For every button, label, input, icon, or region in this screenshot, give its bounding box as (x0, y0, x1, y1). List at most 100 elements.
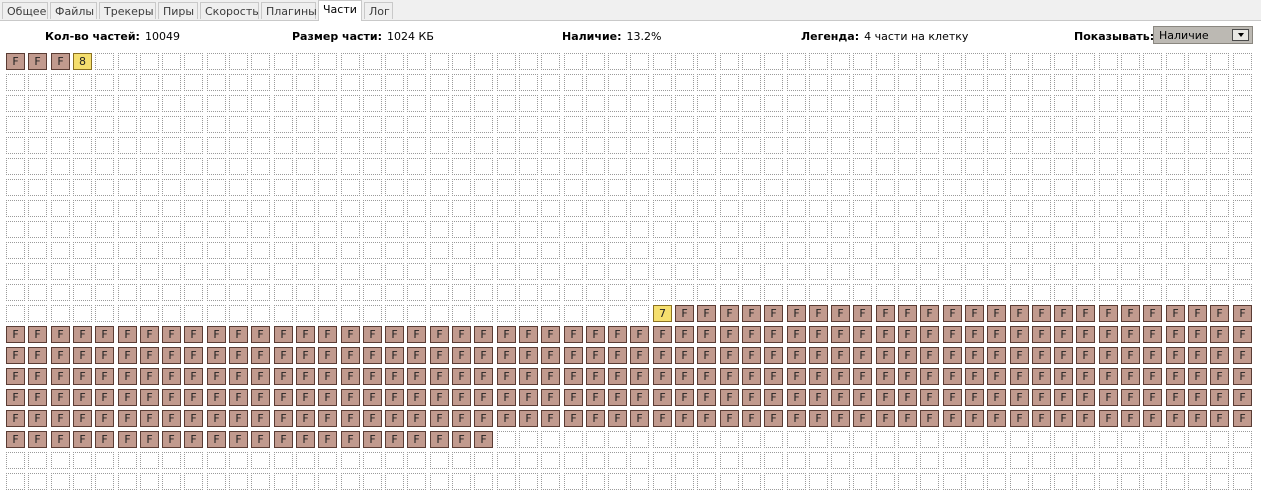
piece-cell-full: F (965, 410, 984, 427)
piece-cell-empty (296, 221, 315, 238)
piece-cell-full: F (363, 431, 382, 448)
piece-cell-empty (363, 158, 382, 175)
piece-cell-empty (95, 221, 114, 238)
piece-cell-empty (787, 473, 806, 490)
piece-cell-full: F (987, 368, 1006, 385)
piece-cell-full: F (1233, 347, 1252, 364)
tab-general[interactable]: Общее (2, 2, 48, 19)
piece-cell-empty (831, 158, 850, 175)
tab-trackers[interactable]: Трекеры (99, 2, 156, 19)
piece-cell-empty (809, 95, 828, 112)
piece-cell-empty (586, 158, 605, 175)
piece-cell-empty (876, 263, 895, 280)
piece-cell-empty (1188, 284, 1207, 301)
piece-cell-empty (162, 158, 181, 175)
piece-cell-empty (6, 74, 25, 91)
piece-cell-empty (1210, 158, 1229, 175)
piece-cell-empty (853, 95, 872, 112)
tab-peers[interactable]: Пиры (158, 2, 198, 19)
piece-cell-empty (474, 95, 493, 112)
piece-cell-empty (764, 74, 783, 91)
piece-size: Размер части: 1024 КБ (292, 30, 434, 43)
piece-cell-full: F (943, 410, 962, 427)
piece-cell-empty (1188, 263, 1207, 280)
piece-cell-empty (787, 116, 806, 133)
piece-cell-empty (920, 431, 939, 448)
piece-cell-full: F (1010, 326, 1029, 343)
piece-cell-empty (184, 263, 203, 280)
piece-cell-empty (1121, 473, 1140, 490)
tab-files[interactable]: Файлы (50, 2, 97, 19)
piece-cell-full: F (564, 410, 583, 427)
piece-cell-full: F (140, 347, 159, 364)
piece-cell-empty (1210, 473, 1229, 490)
piece-cell-empty (675, 179, 694, 196)
piece-cell-empty (898, 473, 917, 490)
piece-count: Кол-во частей: 10049 (45, 30, 180, 43)
piece-cell-empty (207, 305, 226, 322)
piece-cell-empty (1143, 74, 1162, 91)
piece-cell-empty (162, 95, 181, 112)
piece-cell-empty (898, 284, 917, 301)
piece-cell-empty (653, 137, 672, 154)
piece-cell-full: F (1143, 326, 1162, 343)
piece-cell-empty (987, 200, 1006, 217)
piece-cell-empty (831, 284, 850, 301)
piece-cell-empty (184, 158, 203, 175)
piece-cell-full: F (1010, 347, 1029, 364)
piece-cell-empty (1233, 242, 1252, 259)
tab-pieces[interactable]: Части (318, 0, 362, 21)
piece-cell-full: F (831, 368, 850, 385)
piece-cell-empty (1032, 179, 1051, 196)
piece-cell-full: F (1210, 389, 1229, 406)
piece-cell-empty (73, 242, 92, 259)
piece-cell-empty (430, 116, 449, 133)
tab-log[interactable]: Лог (364, 2, 393, 19)
piece-cell-full: F (720, 368, 739, 385)
piece-cell-empty (341, 305, 360, 322)
piece-cell-empty (51, 158, 70, 175)
piece-cell-empty (608, 284, 627, 301)
piece-cell-empty (809, 179, 828, 196)
piece-cell-empty (474, 221, 493, 238)
piece-cell-empty (675, 284, 694, 301)
piece-cell-empty (608, 263, 627, 280)
piece-cell-empty (653, 284, 672, 301)
piece-cell-empty (630, 74, 649, 91)
piece-cell-empty (474, 158, 493, 175)
piece-cell-empty (831, 242, 850, 259)
piece-cell-empty (564, 431, 583, 448)
chevron-down-icon[interactable] (1232, 29, 1249, 41)
piece-cell-full: F (1166, 389, 1185, 406)
piece-cell-empty (430, 452, 449, 469)
piece-cell-empty (430, 53, 449, 70)
piece-cell-empty (1099, 53, 1118, 70)
piece-cell-empty (229, 200, 248, 217)
piece-cell-empty (1054, 284, 1073, 301)
piece-cell-full: F (720, 326, 739, 343)
piece-cell-full: F (630, 368, 649, 385)
piece-cell-full: F (831, 326, 850, 343)
piece-cell-empty (764, 179, 783, 196)
piece-cell-empty (95, 452, 114, 469)
piece-cell-empty (898, 200, 917, 217)
piece-cell-empty (95, 116, 114, 133)
piece-cell-full: F (809, 305, 828, 322)
piece-cell-empty (519, 284, 538, 301)
piece-cell-full: F (274, 389, 293, 406)
piece-cell-full: F (564, 326, 583, 343)
piece-cell-empty (1054, 452, 1073, 469)
piece-cell-empty (541, 95, 560, 112)
tab-speed[interactable]: Скорость (200, 2, 259, 19)
piece-cell-empty (1143, 116, 1162, 133)
piece-cell-empty (1143, 137, 1162, 154)
tab-plugins[interactable]: Плагины (261, 2, 317, 19)
piece-cell-empty (407, 452, 426, 469)
piece-cell-empty (943, 452, 962, 469)
piece-cell-empty (608, 305, 627, 322)
show-mode-select[interactable]: Наличие (1153, 26, 1253, 44)
piece-cell-empty (564, 74, 583, 91)
piece-cell-empty (831, 116, 850, 133)
piece-cell-empty (6, 179, 25, 196)
piece-cell-full: F (787, 347, 806, 364)
